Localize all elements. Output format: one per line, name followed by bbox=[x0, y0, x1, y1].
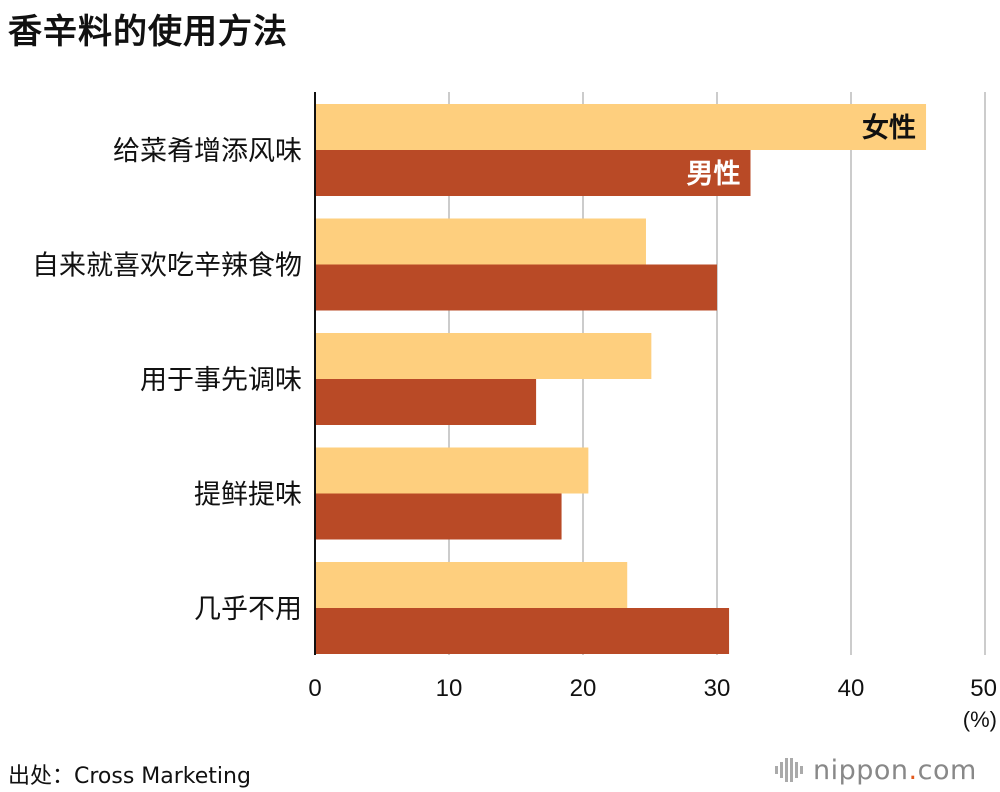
x-tick-label: 20 bbox=[570, 675, 597, 702]
bar-male bbox=[315, 150, 751, 196]
bar-male bbox=[315, 493, 562, 540]
source-note: 出处：Cross Marketing bbox=[8, 764, 251, 789]
logo-brand: nippon bbox=[813, 754, 909, 786]
bar-female bbox=[315, 447, 589, 494]
bar-female bbox=[315, 333, 652, 379]
x-unit-label: (%) bbox=[963, 707, 997, 732]
bar-male bbox=[315, 608, 730, 654]
x-tick-label: 10 bbox=[436, 675, 463, 702]
logo-dot: . bbox=[908, 754, 918, 786]
bar-female bbox=[315, 562, 628, 608]
bar-female bbox=[315, 104, 927, 150]
category-label: 给菜肴增添风味 bbox=[113, 136, 302, 167]
x-tick-label: 40 bbox=[838, 675, 865, 702]
x-tick-label: 50 bbox=[970, 675, 997, 702]
legend-label-female: 女性 bbox=[862, 112, 916, 144]
bar-male bbox=[315, 264, 717, 311]
x-tick-label: 30 bbox=[704, 675, 731, 702]
logo-text: nippon.com bbox=[813, 755, 977, 786]
category-label: 几乎不用 bbox=[194, 594, 302, 625]
x-tick-label: 0 bbox=[308, 675, 321, 702]
category-label: 用于事先调味 bbox=[140, 365, 302, 396]
nippon-logo[interactable]: nippon.com bbox=[775, 752, 997, 788]
bar-male bbox=[315, 379, 537, 425]
logo-bars-icon bbox=[775, 758, 803, 782]
category-label: 提鲜提味 bbox=[194, 480, 302, 511]
category-label: 自来就喜欢吃辛辣食物 bbox=[32, 251, 302, 282]
legend-label-male: 男性 bbox=[687, 159, 741, 190]
chart-title: 香辛料的使用方法 bbox=[8, 12, 288, 52]
bar-female bbox=[315, 218, 646, 265]
logo-tld: com bbox=[917, 754, 977, 786]
